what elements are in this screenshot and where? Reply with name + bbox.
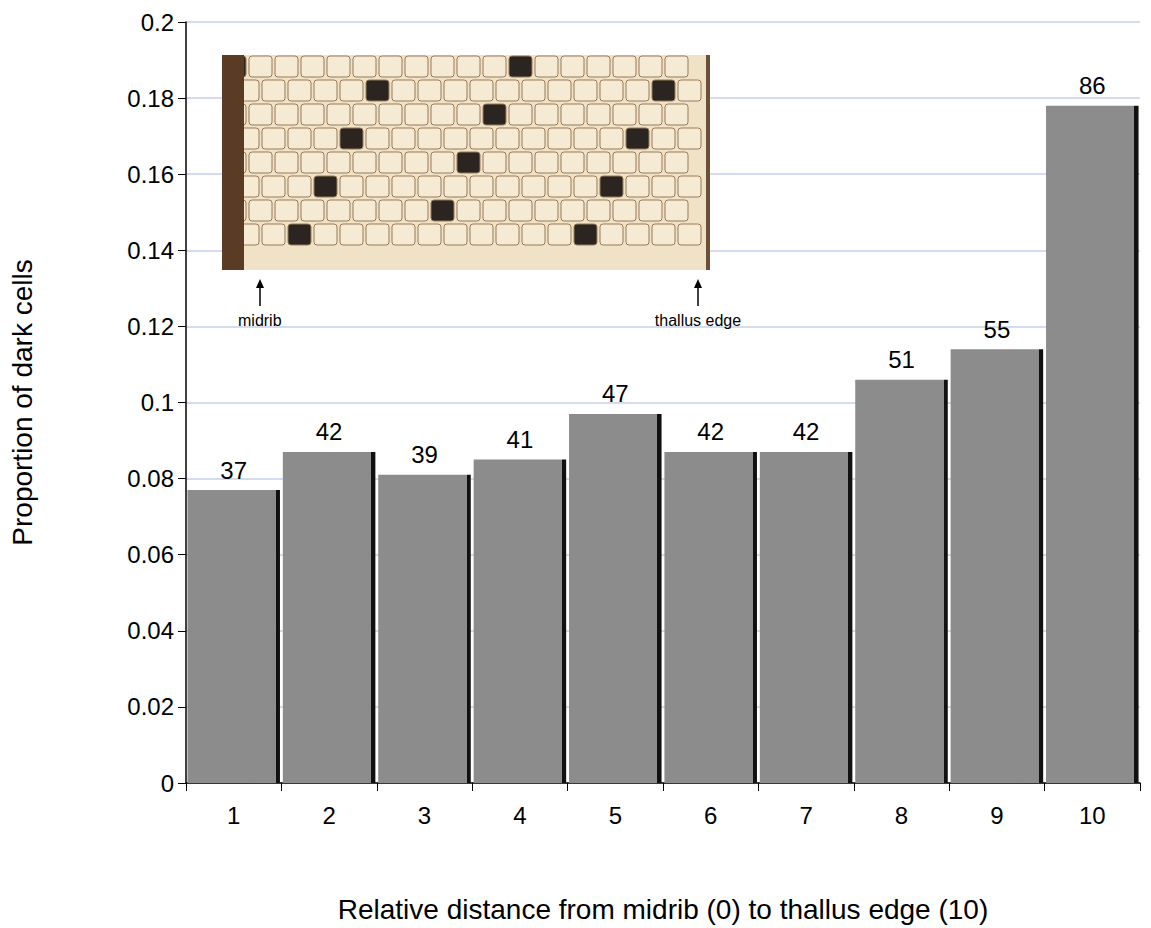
svg-text:37: 37	[220, 457, 247, 484]
svg-text:47: 47	[602, 380, 629, 407]
svg-text:42: 42	[316, 418, 343, 445]
svg-text:thallus edge: thallus edge	[655, 312, 741, 329]
svg-text:4: 4	[513, 802, 526, 829]
svg-text:55: 55	[984, 316, 1011, 343]
svg-text:0.16: 0.16	[127, 161, 174, 188]
svg-text:1: 1	[227, 802, 240, 829]
svg-text:0.02: 0.02	[127, 693, 174, 720]
svg-text:Relative distance from midrib: Relative distance from midrib (0) to tha…	[338, 894, 989, 925]
svg-text:0.18: 0.18	[127, 85, 174, 112]
svg-text:42: 42	[697, 418, 724, 445]
svg-text:Proportion of dark cells: Proportion of dark cells	[7, 259, 38, 545]
svg-text:0: 0	[161, 770, 174, 797]
svg-text:3: 3	[418, 802, 431, 829]
svg-text:39: 39	[411, 441, 438, 468]
svg-text:51: 51	[888, 346, 915, 373]
svg-text:6: 6	[704, 802, 717, 829]
svg-text:86: 86	[1079, 72, 1106, 99]
svg-text:0.06: 0.06	[127, 541, 174, 568]
svg-text:42: 42	[793, 418, 820, 445]
svg-text:5: 5	[609, 802, 622, 829]
svg-text:0.14: 0.14	[127, 237, 174, 264]
svg-text:9: 9	[990, 802, 1003, 829]
svg-text:midrib: midrib	[238, 312, 282, 329]
svg-text:8: 8	[895, 802, 908, 829]
svg-text:0.08: 0.08	[127, 465, 174, 492]
svg-text:41: 41	[507, 426, 534, 453]
svg-text:0.2: 0.2	[141, 9, 174, 36]
svg-text:7: 7	[799, 802, 812, 829]
svg-text:0.04: 0.04	[127, 617, 174, 644]
svg-text:10: 10	[1079, 802, 1106, 829]
svg-text:2: 2	[322, 802, 335, 829]
svg-text:0.12: 0.12	[127, 313, 174, 340]
svg-text:0.1: 0.1	[141, 389, 174, 416]
